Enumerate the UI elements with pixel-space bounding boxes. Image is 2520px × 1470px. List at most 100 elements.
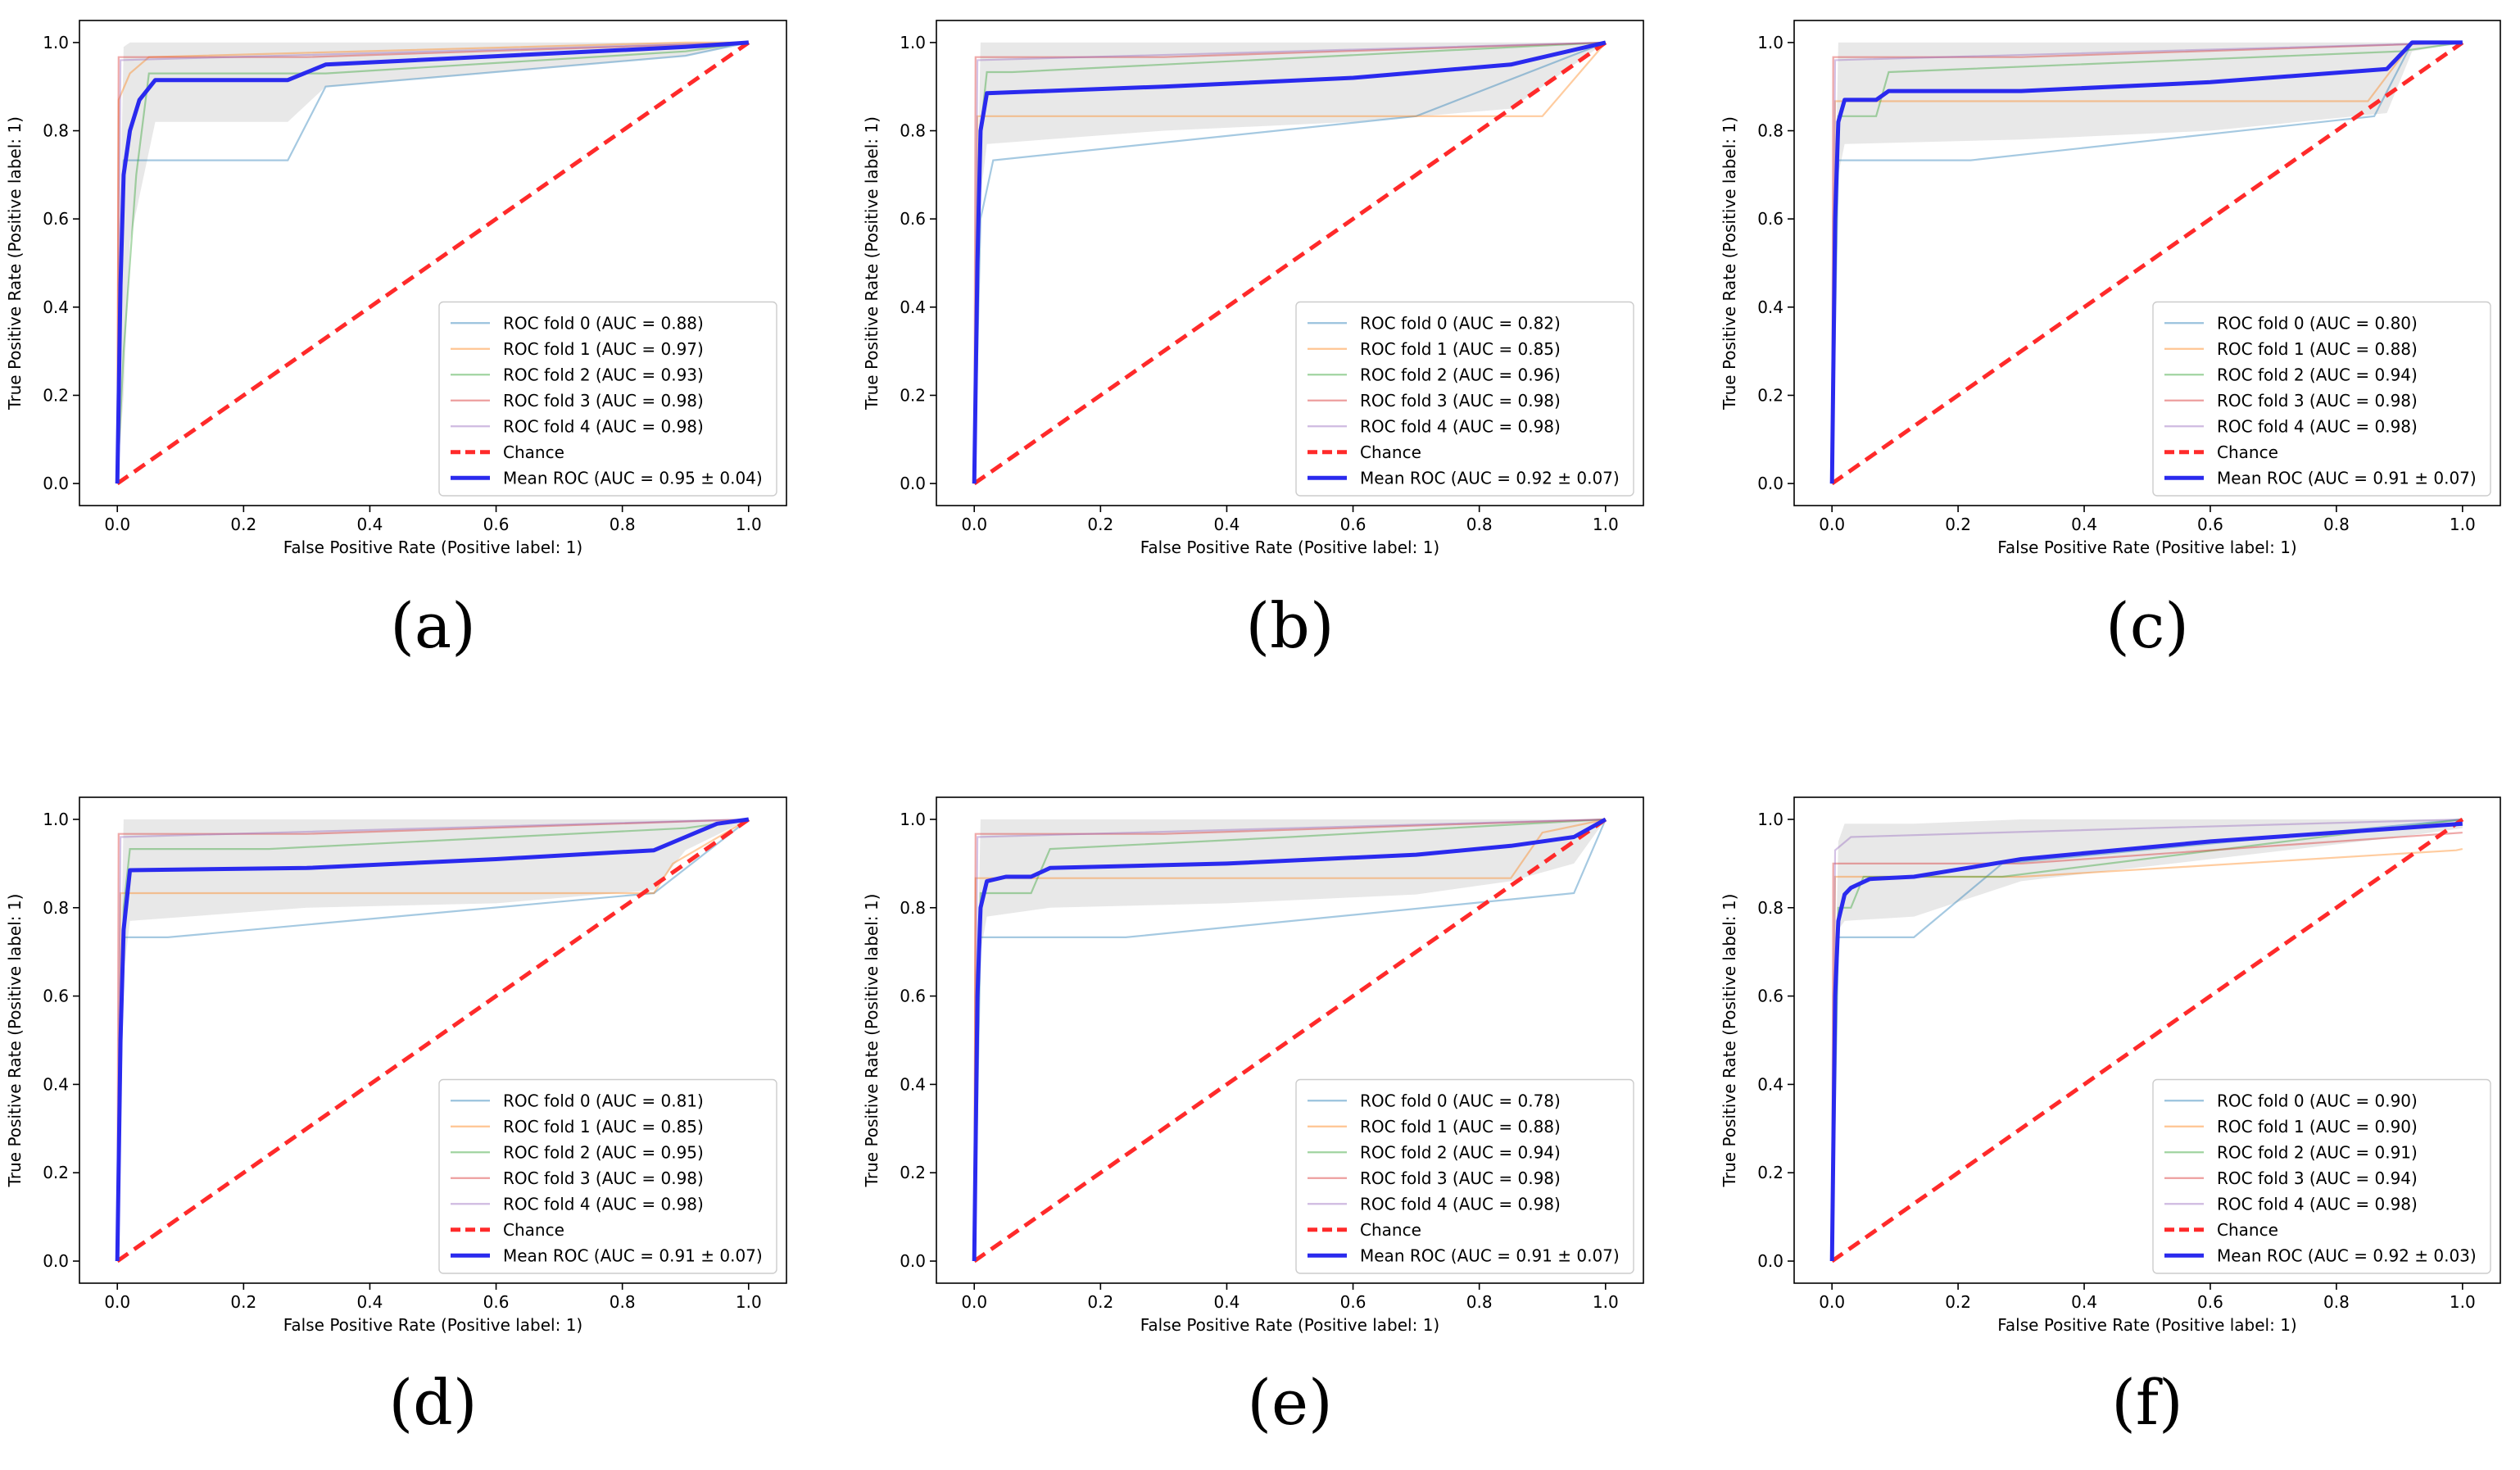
roc-fold-1-line: [973, 818, 1607, 1262]
axes-frame: [936, 20, 1644, 506]
x-tick-label: 0.2: [230, 515, 256, 534]
legend-frame: [1295, 301, 1634, 497]
y-axis-label: True Positive Rate (Positive label: 1): [5, 894, 25, 1188]
y-tick-label: 0.8: [1757, 121, 1783, 141]
std-band: [117, 42, 749, 484]
std-band: [974, 819, 1606, 1261]
x-axis-label: False Positive Rate (Positive label: 1): [1140, 1315, 1440, 1335]
legend-entry: ROC fold 3 (AUC = 0.98): [503, 1168, 704, 1188]
y-tick-label: 0.0: [1757, 1251, 1783, 1271]
legend-entry: ROC fold 4 (AUC = 0.98): [1360, 416, 1561, 436]
y-tick-label: 0.8: [900, 898, 926, 918]
std-band: [1832, 819, 2463, 1261]
legend-entry: ROC fold 4 (AUC = 0.98): [2217, 1194, 2418, 1214]
x-tick-label: 0.0: [104, 1292, 130, 1312]
y-tick-label: 0.2: [1757, 385, 1783, 405]
y-axis-label: True Positive Rate (Positive label: 1): [862, 894, 882, 1188]
legend: ROC fold 0 (AUC = 0.82) ROC fold 1 (AUC =…: [1295, 301, 1634, 497]
y-tick-label: 0.2: [900, 385, 926, 405]
x-tick-label: 0.4: [2071, 515, 2097, 534]
axes-frame: [79, 20, 787, 506]
legend-frame: [1295, 1078, 1634, 1274]
x-tick-label: 0.0: [961, 1292, 987, 1312]
x-tick-label: 0.8: [610, 1292, 636, 1312]
x-tick-label: 0.0: [104, 515, 130, 534]
legend-entry: ROC fold 1 (AUC = 0.88): [1360, 1117, 1561, 1137]
legend-entry: ROC fold 2 (AUC = 0.93): [503, 365, 704, 384]
legend-entry: Mean ROC (AUC = 0.95 ± 0.04): [503, 468, 763, 488]
legend-entry: ROC fold 4 (AUC = 0.98): [503, 1194, 704, 1214]
x-tick-label: 0.6: [1340, 1292, 1367, 1312]
legend-entry: Chance: [1360, 1220, 1421, 1240]
roc-panel-d: 0.0 0.2 0.4 0.6 0.8 1.0 0.0 0.2 0.4 0.6 0.8 1.0 Fals…: [5, 796, 787, 1439]
legend-entry: ROC fold 2 (AUC = 0.95): [503, 1142, 704, 1162]
x-axis-label: False Positive Rate (Positive label: 1): [1140, 538, 1440, 557]
y-tick-label: 0.2: [43, 385, 69, 405]
legend-entry: Chance: [2217, 1220, 2278, 1240]
mean-roc-line: [972, 817, 1607, 1262]
y-tick-label: 0.6: [1757, 987, 1783, 1006]
legend-entry: ROC fold 3 (AUC = 0.98): [503, 391, 704, 411]
x-tick-label: 1.0: [2450, 515, 2476, 534]
legend-entry: ROC fold 1 (AUC = 0.90): [2217, 1117, 2418, 1137]
legend-entry: ROC fold 1 (AUC = 0.85): [503, 1117, 704, 1137]
legend-frame: [2152, 1078, 2491, 1274]
legend-entry: ROC fold 0 (AUC = 0.80): [2217, 313, 2418, 333]
y-tick-label: 1.0: [1757, 810, 1783, 829]
y-axis-label: True Positive Rate (Positive label: 1): [1720, 116, 1739, 411]
x-tick-label: 0.2: [1945, 515, 1971, 534]
roc-panel-b: 0.0 0.2 0.4 0.6 0.8 1.0 0.0 0.2 0.4 0.6 0.8 1.0 Fals…: [862, 20, 1644, 662]
y-tick-label: 0.0: [900, 1251, 926, 1271]
y-tick-label: 0.6: [900, 987, 926, 1006]
y-tick-label: 0.8: [900, 121, 926, 141]
x-tick-label: 1.0: [736, 515, 762, 534]
roc-fold-3-line: [116, 41, 749, 484]
y-tick-label: 0.2: [900, 1163, 926, 1182]
y-tick-label: 1.0: [900, 33, 926, 52]
mean-roc-line: [1829, 821, 2463, 1262]
plot-area: [1829, 40, 2464, 486]
y-tick-label: 0.6: [43, 987, 69, 1006]
legend-entry: Mean ROC (AUC = 0.91 ± 0.07): [1360, 1245, 1620, 1265]
std-band: [117, 819, 749, 1261]
legend-entry: Chance: [503, 442, 564, 462]
x-axis-label: False Positive Rate (Positive label: 1): [283, 538, 583, 557]
legend-entry: Mean ROC (AUC = 0.91 ± 0.07): [2217, 468, 2477, 488]
x-tick-label: 0.8: [1466, 515, 1493, 534]
x-tick-label: 0.2: [1087, 515, 1113, 534]
std-band: [1832, 42, 2463, 484]
y-tick-label: 0.4: [43, 297, 69, 317]
legend-frame: [438, 301, 777, 497]
x-tick-label: 1.0: [2450, 1292, 2476, 1312]
y-tick-label: 0.2: [1757, 1163, 1783, 1182]
y-tick-label: 0.0: [1757, 474, 1783, 493]
legend-entry: ROC fold 0 (AUC = 0.88): [503, 313, 704, 333]
axes-frame: [1793, 796, 2501, 1284]
roc-fold-3-line: [116, 818, 749, 1262]
x-tick-label: 0.2: [1945, 1292, 1971, 1312]
mean-roc-line: [115, 40, 749, 484]
legend-entry: Mean ROC (AUC = 0.91 ± 0.07): [503, 1245, 763, 1265]
y-tick-label: 0.4: [900, 1074, 926, 1094]
x-tick-label: 0.4: [357, 515, 383, 534]
chance-line: [1830, 40, 2464, 486]
legend: ROC fold 0 (AUC = 0.80) ROC fold 1 (AUC =…: [2152, 301, 2491, 497]
legend-entry: Mean ROC (AUC = 0.92 ± 0.03): [2217, 1245, 2477, 1265]
std-band: [974, 42, 1606, 484]
legend-frame: [2152, 301, 2491, 497]
roc-panel-f: 0.0 0.2 0.4 0.6 0.8 1.0 0.0 0.2 0.4 0.6 0.8 1.0 Fals…: [1720, 796, 2501, 1439]
x-tick-label: 0.0: [961, 515, 987, 534]
x-tick-label: 0.2: [1087, 1292, 1113, 1312]
legend-entry: Chance: [1360, 442, 1421, 462]
legend-entry: ROC fold 4 (AUC = 0.98): [2217, 416, 2418, 436]
chance-line: [116, 40, 750, 486]
subfigure-label: (c): [2105, 589, 2189, 662]
x-tick-label: 1.0: [1593, 1292, 1619, 1312]
x-tick-label: 0.6: [483, 515, 510, 534]
chance-line: [972, 817, 1607, 1264]
roc-fold-2-line: [116, 41, 749, 484]
y-tick-label: 0.2: [43, 1163, 69, 1182]
y-tick-label: 0.4: [1757, 1074, 1783, 1094]
legend-entry: Chance: [2217, 442, 2278, 462]
subfigure-label: (e): [1247, 1366, 1332, 1439]
